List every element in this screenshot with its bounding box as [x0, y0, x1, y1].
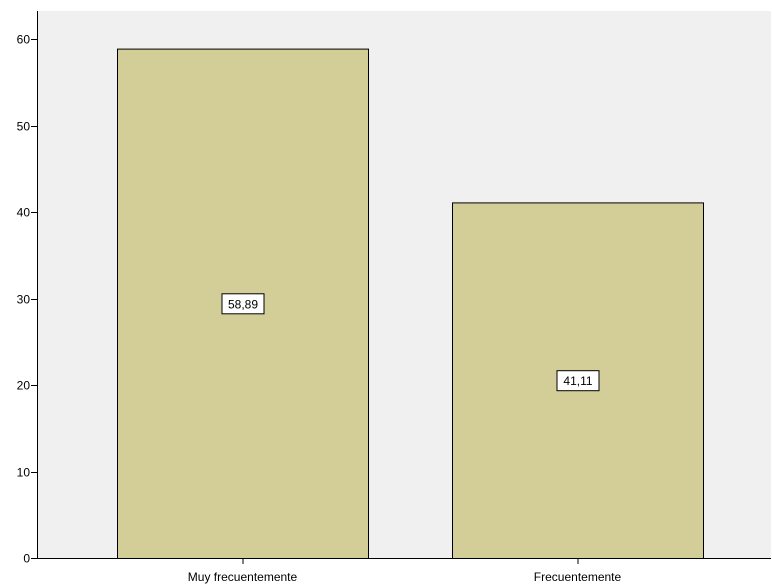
- x-tick-label-1: Muy frecuentemente: [188, 570, 298, 584]
- data-label-box-2: [556, 370, 600, 392]
- y-tick-label-50: 50: [17, 120, 31, 134]
- data-label-2: 41,11: [563, 374, 592, 388]
- x-tick-label-2: Frecuentemente: [534, 570, 622, 584]
- y-tick-label-30: 30: [17, 293, 31, 307]
- y-tick-label-60: 60: [17, 33, 31, 47]
- data-label-box-1: [221, 293, 265, 315]
- y-tick-label-40: 40: [17, 206, 31, 220]
- data-label-1: 58,89: [228, 297, 258, 311]
- x-axis-ticks: Muy frecuentemente Frecuentemente: [188, 558, 622, 584]
- y-tick-label-10: 10: [17, 466, 31, 480]
- data-labels: 58,89 41,11: [221, 293, 600, 392]
- y-axis-ticks: 0 10 20 30 40 50 60: [17, 33, 37, 566]
- y-tick-label-0: 0: [23, 552, 30, 566]
- y-tick-label-20: 20: [17, 379, 31, 393]
